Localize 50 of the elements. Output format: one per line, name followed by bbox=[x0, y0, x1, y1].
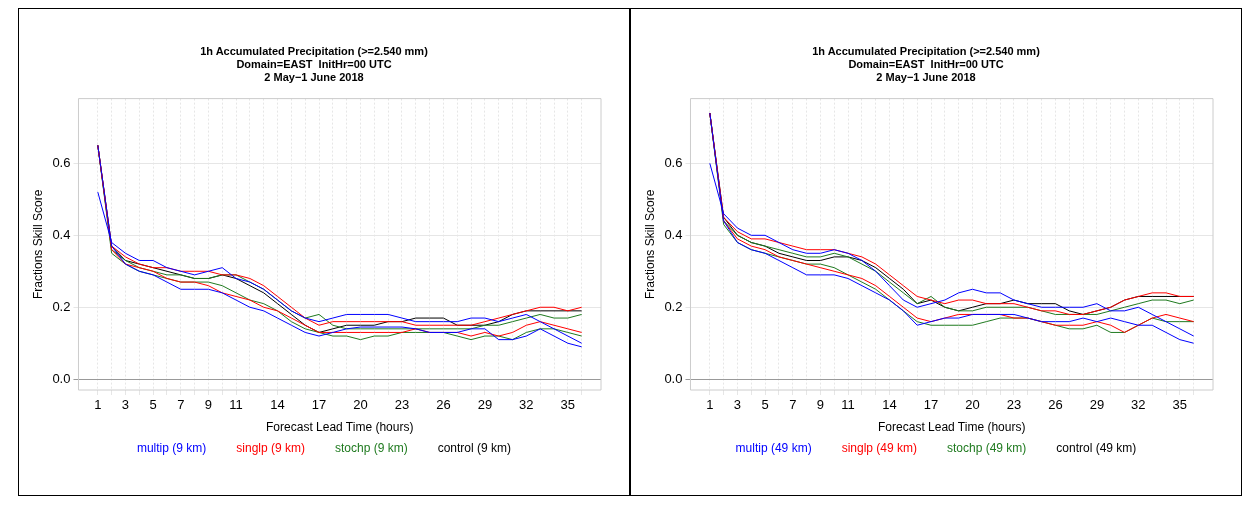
x-tick-label: 23 bbox=[1006, 397, 1022, 413]
x-tick-label: 20 bbox=[353, 397, 368, 413]
x-tick-label: 20 bbox=[965, 397, 980, 413]
x-tick-label: 9 bbox=[816, 397, 825, 413]
text: singlp (49 km) bbox=[841, 441, 917, 455]
y-tick-label: 0.6 bbox=[52, 154, 71, 170]
x-axis-title: Forecast Lead Time (hours) bbox=[266, 420, 414, 435]
x-tick-label: 14 bbox=[882, 397, 897, 413]
x-tick-label: 7 bbox=[177, 397, 185, 413]
x-tick-label: 26 bbox=[1048, 397, 1063, 413]
x-tick-label: 35 bbox=[560, 397, 576, 413]
x-tick-label: 29 bbox=[477, 397, 493, 413]
y-tick-label: 0.6 bbox=[664, 154, 683, 170]
x-tick-label: 3 bbox=[733, 397, 742, 413]
x-tick-label: 26 bbox=[436, 397, 451, 413]
x-tick-label: 1 bbox=[706, 397, 714, 413]
x-tick-label: 17 bbox=[923, 397, 939, 413]
x-tick-label: 29 bbox=[1089, 397, 1105, 413]
x-axis-title: Forecast Lead Time (hours) bbox=[878, 420, 1026, 435]
x-tick-label: 23 bbox=[394, 397, 410, 413]
text: stochp (9 km) bbox=[334, 441, 408, 455]
x-tick-label: 9 bbox=[204, 397, 213, 413]
y-tick-label: 0.0 bbox=[664, 370, 683, 386]
text: singlp (9 km) bbox=[236, 441, 305, 455]
x-tick-label: 11 bbox=[841, 397, 855, 413]
x-tick-label: 5 bbox=[761, 397, 769, 413]
x-tick-label: 32 bbox=[1131, 397, 1146, 413]
x-tick-label: 3 bbox=[121, 397, 130, 413]
x-tick-label: 11 bbox=[229, 397, 243, 413]
text: control (49 km) bbox=[1056, 441, 1137, 455]
y-tick-label: 0.0 bbox=[52, 370, 71, 386]
x-tick-label: 1 bbox=[94, 397, 102, 413]
x-tick-label: 35 bbox=[1172, 397, 1188, 413]
y-tick-label: 0.4 bbox=[664, 226, 683, 242]
y-axis-title: Fractions Skill Score bbox=[30, 189, 45, 299]
chart-title: 1h Accumulated Precipitation (>=2.540 mm) Domain=EAST InitHr=00 UTC 2 May−1 June 2018 bbox=[200, 44, 429, 84]
y-axis-title: Fractions Skill Score bbox=[642, 189, 657, 299]
x-tick-label: 32 bbox=[519, 397, 534, 413]
text: multip (49 km) bbox=[735, 441, 812, 455]
text: stochp (49 km) bbox=[946, 441, 1027, 455]
y-tick-label: 0.2 bbox=[52, 298, 71, 314]
x-tick-label: 14 bbox=[270, 397, 285, 413]
x-tick-label: 17 bbox=[311, 397, 327, 413]
x-tick-label: 7 bbox=[789, 397, 797, 413]
text: multip (9 km) bbox=[136, 441, 207, 455]
x-tick-label: 5 bbox=[149, 397, 157, 413]
chart-title: 1h Accumulated Precipitation (>=2.540 mm) Domain=EAST InitHr=00 UTC 2 May−1 June 2018 bbox=[812, 44, 1041, 84]
y-tick-label: 0.2 bbox=[664, 298, 683, 314]
y-tick-label: 0.4 bbox=[52, 226, 71, 242]
text: control (9 km) bbox=[437, 441, 512, 455]
